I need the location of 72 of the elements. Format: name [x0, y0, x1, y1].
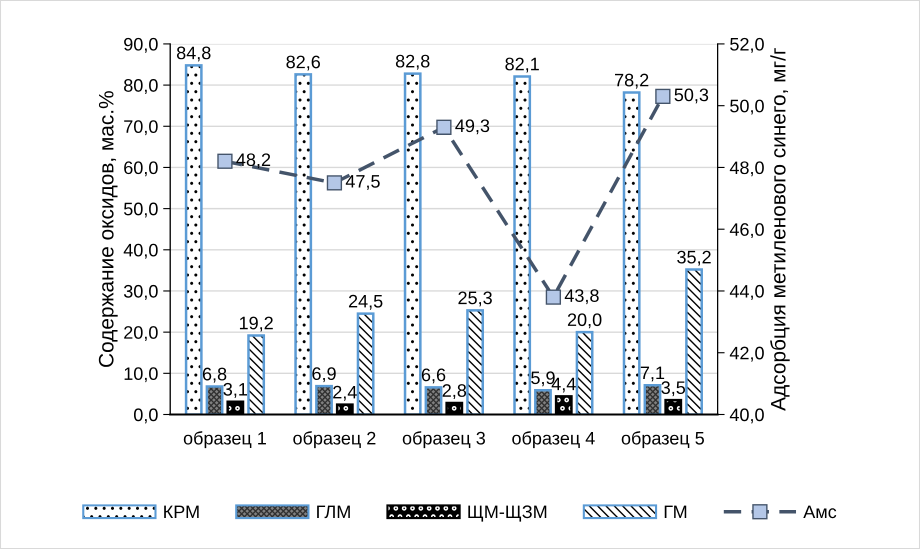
y2-tick-label: 40,0	[730, 408, 764, 424]
bar	[404, 72, 422, 414]
data-label: 35,2	[677, 250, 711, 266]
point	[546, 290, 562, 305]
legend-label: ЩМ-ЩЗМ	[468, 505, 546, 522]
y-tick-label: 20,0	[124, 326, 158, 341]
y-tick-label: 60,0	[124, 161, 158, 176]
data-label: 25,3	[458, 291, 492, 306]
x-tick-label: образец 3	[402, 431, 485, 448]
data-label: 82,1	[505, 58, 539, 73]
point	[436, 120, 452, 135]
data-label: 84,8	[176, 46, 211, 62]
point	[326, 175, 342, 191]
bar	[466, 309, 484, 414]
data-label: 43,8	[564, 289, 599, 304]
data-label: 50,3	[674, 88, 708, 104]
data-label: 3,1	[223, 382, 248, 398]
data-label: 6,6	[422, 368, 446, 384]
data-label: 6,9	[312, 367, 336, 382]
y-tick-label: 50,0	[124, 202, 158, 218]
legend-label: КРМ	[164, 506, 199, 518]
y2-tick-label: 46,0	[730, 223, 764, 238]
y2-tick-label: 48,0	[730, 161, 764, 176]
data-label: 82,8	[396, 54, 430, 70]
data-label: 6,8	[202, 368, 226, 383]
bar	[247, 334, 266, 414]
bar	[576, 330, 594, 414]
data-label: 20,0	[568, 313, 602, 328]
data-label: 24,5	[348, 294, 382, 310]
x-tick-label: образец 4	[512, 431, 595, 448]
y2-tick-label: 42,0	[730, 346, 764, 362]
bar	[356, 312, 375, 414]
x-tick-label: образец 2	[293, 431, 376, 448]
bar	[513, 75, 532, 414]
data-label: 82,6	[286, 56, 320, 70]
y2-tick-label: 50,0	[730, 100, 764, 115]
y-tick-label: 10,0	[124, 367, 158, 382]
y2-tick-label: 52,0	[730, 38, 764, 53]
bar	[294, 73, 312, 414]
data-label: 49,3	[455, 119, 490, 134]
data-label: 78,2	[615, 74, 648, 89]
bar	[685, 268, 703, 414]
legend-label: ГЛМ	[317, 506, 350, 518]
legend-label: ГМ	[664, 506, 686, 518]
y2-axis-title: Адсорбция метиленового синего, мг/г	[770, 48, 790, 411]
y-tick-label: 90,0	[124, 38, 158, 53]
y-tick-label: 40,0	[124, 244, 158, 259]
y-tick-label: 70,0	[124, 120, 158, 136]
y-axis-title: Содержание оксидов, мас.%	[98, 91, 118, 367]
y-tick-label: 0,0	[134, 408, 158, 424]
bar	[534, 388, 552, 414]
y2-tick-label: 44,0	[730, 284, 764, 300]
bar	[622, 91, 641, 414]
data-label: 47,5	[346, 175, 380, 190]
data-label: 3,5	[661, 381, 686, 396]
x-tick-label: образец 5	[622, 431, 704, 448]
data-label: 19,2	[240, 316, 273, 332]
legend-label: Амс	[803, 506, 836, 518]
point	[655, 88, 670, 104]
x-tick-label: образец 1	[184, 431, 266, 448]
data-label: 7,1	[640, 366, 664, 382]
point	[217, 154, 233, 169]
bar	[206, 385, 224, 414]
data-label: 2,8	[442, 384, 466, 400]
bar	[315, 384, 333, 414]
y-tick-label: 80,0	[124, 79, 158, 94]
bar	[424, 386, 442, 414]
data-label: 48,2	[236, 153, 270, 168]
bar	[184, 64, 203, 414]
y-tick-label: 30,0	[124, 284, 158, 300]
bar	[644, 384, 662, 414]
data-label: 2,4	[333, 386, 357, 401]
